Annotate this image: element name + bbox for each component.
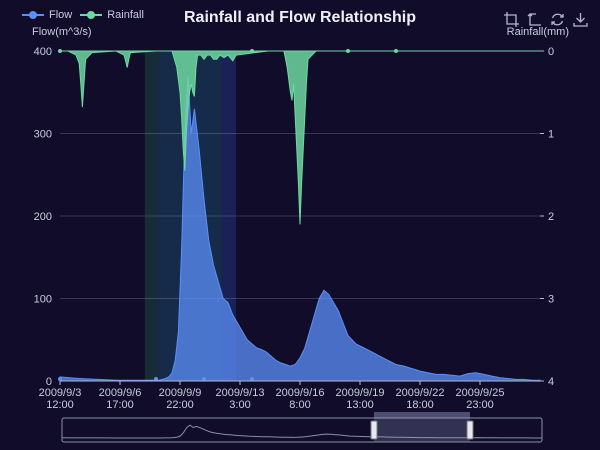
series-layer [58, 49, 541, 382]
series-flow-area [59, 75, 541, 382]
x-tick-label-date: 2009/9/25 [456, 387, 505, 399]
x-tick-label-time: 17:00 [106, 399, 134, 411]
series-rainfall-area [60, 50, 540, 225]
legend-item-rainfall[interactable]: Rainfall [80, 9, 144, 21]
y-left-tick-label: 400 [34, 46, 52, 58]
x-tick-label-date: 2009/9/3 [39, 387, 82, 399]
mark-area [144, 51, 160, 381]
flow-point [154, 377, 158, 381]
toolbox [504, 12, 588, 27]
rainfall-point [58, 49, 62, 53]
y-right-tick-label: 2 [548, 211, 554, 223]
mark-area [221, 51, 236, 381]
x-tick-label-date: 2009/9/22 [396, 387, 445, 399]
zoom-move-handle [374, 412, 470, 418]
chart-title: Rainfall and Flow Relationship [183, 9, 416, 26]
data-zoom-slider[interactable] [61, 412, 543, 443]
y-right-tick-label: 0 [548, 46, 554, 58]
x-tick-label-time: 22:00 [166, 399, 194, 411]
save-image-icon[interactable] [573, 12, 588, 27]
zoom-icon[interactable] [504, 12, 519, 27]
zoom-track [61, 417, 543, 443]
y-axis-right-label: Rainfall(mm) [506, 26, 569, 38]
y-axis-left-label: Flow(m^3/s) [32, 26, 92, 38]
y-left-tick-label: 100 [34, 294, 52, 306]
restore-icon[interactable] [550, 12, 565, 27]
x-tick-label-date: 2009/9/13 [216, 387, 265, 399]
flow-point [58, 377, 62, 381]
y-left-tick-label: 0 [46, 376, 52, 388]
zoom-handle [370, 420, 378, 440]
x-tick-label-date: 2009/9/9 [159, 387, 202, 399]
x-tick-label-time: 18:00 [406, 399, 434, 411]
zoom-handle [466, 420, 474, 440]
y-right-tick-label: 1 [548, 129, 554, 141]
legend: Flow Rainfall [22, 9, 144, 21]
legend-item-flow[interactable]: Flow [22, 9, 72, 21]
x-tick-label-time: 12:00 [46, 399, 74, 411]
legend-label-flow: Flow [49, 9, 73, 21]
y-right-tick-label: 4 [548, 376, 554, 388]
rainfall-point [250, 49, 254, 53]
x-tick-label-date: 2009/9/6 [99, 387, 142, 399]
flow-point [250, 377, 254, 381]
x-tick-label-time: 3:00 [229, 399, 250, 411]
legend-label-rainfall: Rainfall [107, 9, 144, 21]
zoom-reset-icon[interactable] [527, 12, 542, 27]
rainfall-point [394, 49, 398, 53]
zoom-window [374, 418, 470, 442]
flow-point [202, 377, 206, 381]
x-tick-label-date: 2009/9/16 [276, 387, 325, 399]
rainfall-point [346, 49, 350, 53]
zoom-preview-line [61, 424, 542, 439]
x-tick-label-time: 8:00 [289, 399, 310, 411]
x-tick-label-time: 23:00 [466, 399, 494, 411]
y-left-tick-label: 200 [34, 211, 52, 223]
x-tick-label-time: 13:00 [346, 399, 374, 411]
y-left-tick-label: 300 [34, 129, 52, 141]
y-right-tick-label: 3 [548, 294, 554, 306]
x-tick-label-date: 2009/9/19 [336, 387, 385, 399]
